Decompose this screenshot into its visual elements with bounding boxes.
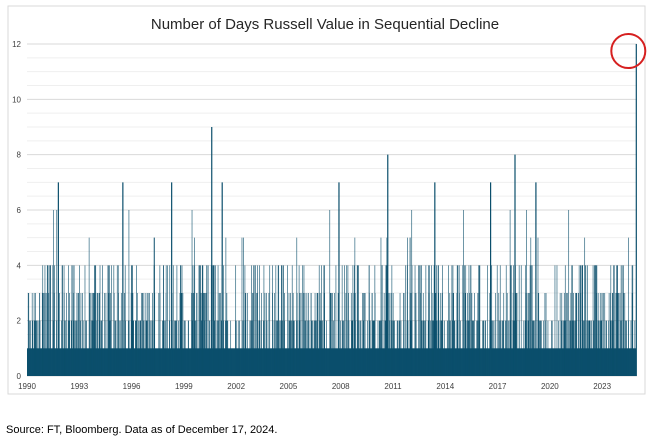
x-tick-label: 1990 [18, 382, 36, 391]
annotation-layer [610, 33, 647, 69]
x-tick-label: 2014 [436, 382, 454, 391]
x-tick-label: 1999 [175, 382, 193, 391]
y-tick-label: 6 [17, 206, 22, 215]
x-tick-label: 2008 [332, 382, 350, 391]
x-tick-label: 2020 [541, 382, 559, 391]
y-tick-label: 12 [12, 40, 21, 49]
x-tick-label: 2011 [384, 382, 402, 391]
y-tick-label: 2 [17, 317, 22, 326]
highlight-circle [610, 33, 647, 69]
x-tick-label: 2023 [593, 382, 611, 391]
x-tick-label: 2017 [489, 382, 507, 391]
y-tick-label: 8 [17, 151, 22, 160]
x-tick-label: 2002 [227, 382, 245, 391]
x-tick-label: 1993 [70, 382, 88, 391]
x-tick-label: 1996 [123, 382, 141, 391]
axis-layer: 0 2 4 6 8 10 12 1990 1993 1996 1999 2002 2005 2008 201… [12, 40, 611, 391]
y-tick-label: 0 [17, 372, 22, 381]
chart-title: Number of Days Russell Value in Sequenti… [151, 16, 499, 33]
x-tick-label: 2005 [280, 382, 298, 391]
bars-layer [27, 44, 637, 376]
y-tick-label: 10 [12, 95, 21, 104]
chart-svg: Number of Days Russell Value in Sequenti… [7, 5, 647, 395]
chart-frame: Number of Days Russell Value in Sequenti… [7, 5, 647, 395]
source-note: Source: FT, Bloomberg. Data as of Decemb… [6, 424, 278, 436]
y-tick-label: 4 [17, 261, 22, 270]
